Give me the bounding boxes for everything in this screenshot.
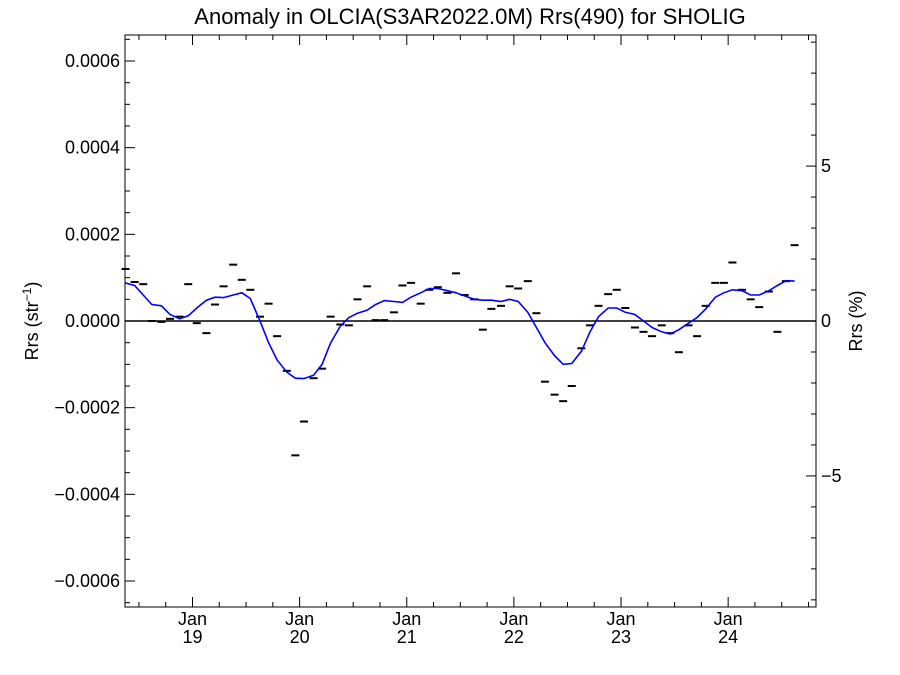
right-axis: 5 0 −5 xyxy=(806,41,842,601)
left-tick-label: 0.0004 xyxy=(65,138,120,158)
left-axis-title-close: ) xyxy=(22,282,42,288)
x-tick-label-month: Jan xyxy=(714,609,743,629)
right-tick-label: 0 xyxy=(821,311,831,331)
left-axis-title-main: Rrs (str xyxy=(22,301,42,360)
left-tick-label: −0.0004 xyxy=(54,484,120,504)
x-tick-label-month: Jan xyxy=(285,609,314,629)
right-axis-title: Rrs (%) xyxy=(846,291,866,352)
x-tick-label-month: Jan xyxy=(392,609,421,629)
x-tick-label-year: 20 xyxy=(290,627,310,647)
left-tick-label: 0.0002 xyxy=(65,224,120,244)
x-tick-label-year: 22 xyxy=(504,627,524,647)
left-axis: 0.0006 0.0004 0.0002 0.0000 −0.0002 −0.0004 −0… xyxy=(54,38,135,604)
x-tick-label-month: Jan xyxy=(607,609,636,629)
x-tick-label-year: 21 xyxy=(397,627,417,647)
x-tick-label-year: 23 xyxy=(611,627,631,647)
anomaly-markers xyxy=(121,244,799,457)
smoothed-line xyxy=(124,279,795,380)
x-tick-label-month: Jan xyxy=(499,609,528,629)
left-tick-label: 0.0000 xyxy=(65,311,120,331)
chart-title: Anomaly in OLCIA(S3AR2022.0M) Rrs(490) f… xyxy=(194,4,745,29)
left-tick-label: −0.0006 xyxy=(54,571,120,591)
left-tick-label: 0.0006 xyxy=(65,51,120,71)
left-tick-label: −0.0002 xyxy=(54,398,120,418)
x-tick-label-year: 19 xyxy=(182,627,202,647)
x-tick-label-year: 24 xyxy=(718,627,738,647)
x-tick-label-month: Jan xyxy=(178,609,207,629)
right-tick-label: −5 xyxy=(821,466,842,486)
plot-frame xyxy=(124,34,817,608)
right-tick-label: 5 xyxy=(821,156,831,176)
left-axis-title-sup: −1 xyxy=(20,287,34,301)
left-axis-title: Rrs (str−1) xyxy=(20,282,42,361)
